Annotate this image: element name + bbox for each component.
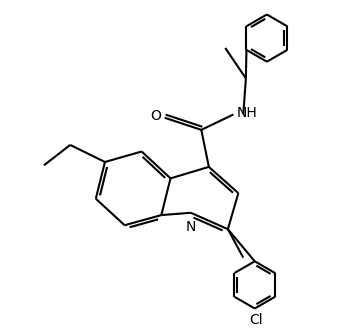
Text: N: N xyxy=(186,220,196,234)
Text: O: O xyxy=(150,109,161,123)
Text: Cl: Cl xyxy=(249,313,263,327)
Text: NH: NH xyxy=(237,106,257,120)
